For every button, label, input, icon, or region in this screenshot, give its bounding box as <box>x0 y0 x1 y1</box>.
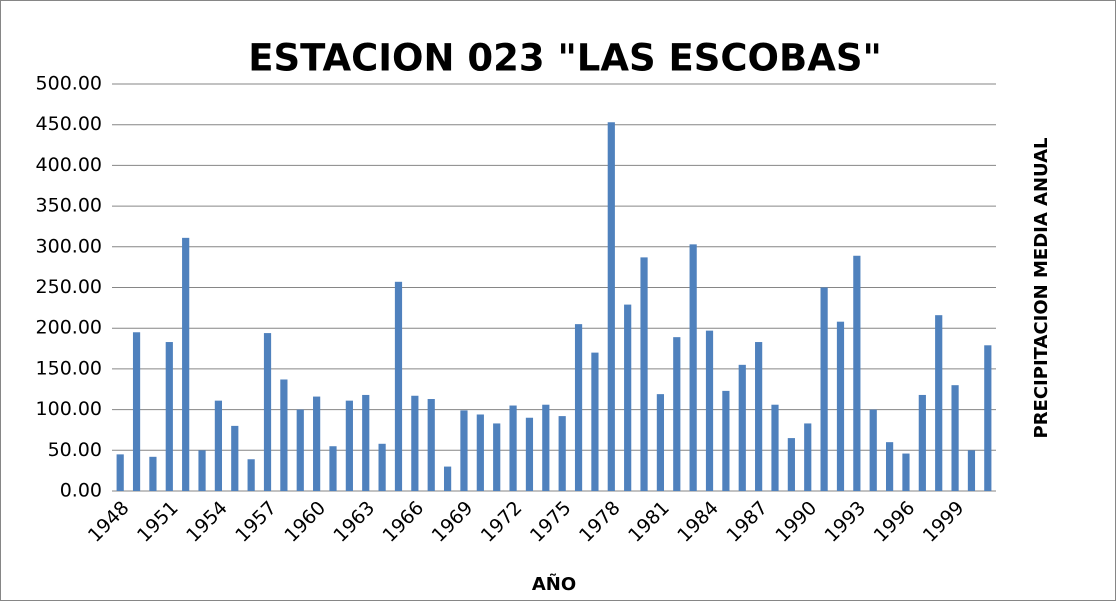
bar <box>345 400 353 491</box>
y-tick-label: 200.00 <box>36 317 102 339</box>
y-tick-label: 100.00 <box>36 398 102 420</box>
bar <box>804 423 812 491</box>
bar <box>984 345 992 491</box>
y-tick-label: 250.00 <box>36 276 102 298</box>
bar <box>755 342 763 491</box>
bar <box>493 423 501 491</box>
bar <box>427 399 435 491</box>
bar <box>149 456 157 491</box>
y-tick-label: 150.00 <box>36 357 102 379</box>
bar <box>967 450 976 491</box>
bar <box>542 404 550 491</box>
bar <box>509 405 517 491</box>
bar <box>378 443 386 491</box>
bar <box>296 409 304 491</box>
bar <box>673 337 681 491</box>
bar <box>460 410 468 491</box>
bar <box>362 394 370 491</box>
bar <box>280 379 288 491</box>
x-axis-label: AÑO <box>532 572 576 595</box>
chart-title: ESTACION 023 "LAS ESCOBAS" <box>248 37 882 80</box>
y-tick-label: 0.00 <box>60 480 102 502</box>
bar <box>738 364 746 491</box>
bar <box>935 315 943 491</box>
bar <box>411 395 419 491</box>
y-tick-label: 450.00 <box>36 113 102 135</box>
bar <box>165 342 173 491</box>
bar <box>214 400 223 491</box>
bar <box>558 416 566 491</box>
bar <box>574 324 583 491</box>
bar <box>836 321 845 491</box>
bar <box>624 304 632 491</box>
bar <box>689 244 697 491</box>
bar <box>656 394 665 491</box>
bar <box>722 390 730 491</box>
bar <box>820 287 828 491</box>
bar <box>443 466 452 491</box>
bar <box>902 453 910 491</box>
bar <box>394 281 403 491</box>
bar <box>132 332 141 491</box>
bar <box>591 352 599 491</box>
bar <box>116 454 124 491</box>
bar <box>640 257 648 491</box>
bar <box>918 394 926 491</box>
bar <box>607 122 615 492</box>
bar <box>231 425 239 491</box>
y-tick-label: 350.00 <box>36 195 102 217</box>
bar <box>787 438 795 491</box>
bar <box>313 396 321 491</box>
y-tick-label: 400.00 <box>36 154 102 176</box>
y-tick-label: 500.00 <box>36 73 102 95</box>
bar <box>247 459 255 491</box>
bar <box>705 330 714 491</box>
bar <box>951 385 959 491</box>
bar <box>885 442 894 491</box>
bar <box>853 255 861 491</box>
bar <box>198 450 206 491</box>
bar <box>525 417 534 491</box>
bar <box>329 446 337 491</box>
bar <box>263 333 272 491</box>
bar <box>182 237 190 491</box>
y-axis-label: PRECIPITACION MEDIA ANUAL <box>1031 138 1052 439</box>
y-tick-label: 300.00 <box>36 235 102 257</box>
bar <box>476 414 484 491</box>
bar <box>869 409 877 491</box>
y-tick-label: 50.00 <box>48 439 102 461</box>
bar <box>771 404 779 491</box>
